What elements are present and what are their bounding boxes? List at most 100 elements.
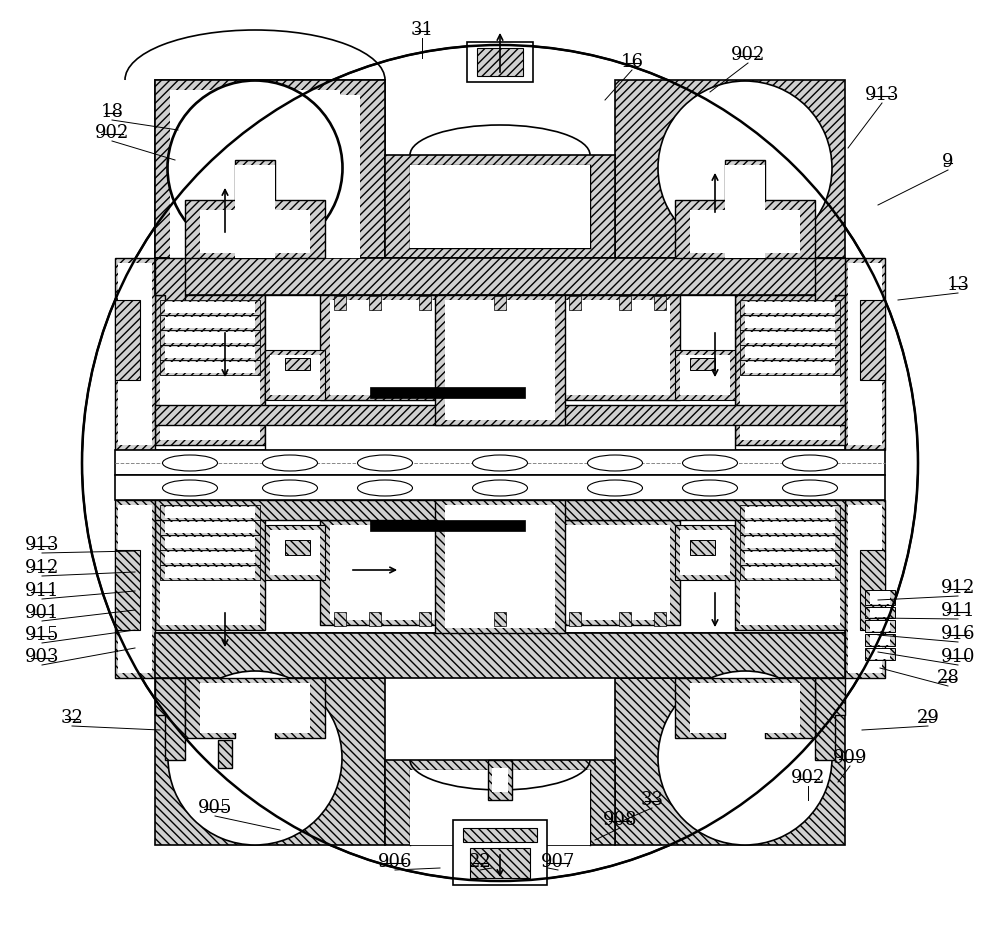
Polygon shape bbox=[745, 552, 835, 563]
Polygon shape bbox=[690, 540, 715, 555]
Polygon shape bbox=[155, 405, 845, 425]
Text: 902: 902 bbox=[95, 124, 129, 142]
Polygon shape bbox=[815, 678, 845, 760]
Ellipse shape bbox=[262, 480, 318, 496]
Polygon shape bbox=[735, 295, 845, 445]
Polygon shape bbox=[445, 300, 555, 420]
Text: 28: 28 bbox=[937, 669, 959, 687]
Polygon shape bbox=[160, 360, 260, 375]
Polygon shape bbox=[848, 263, 882, 445]
Text: 905: 905 bbox=[198, 799, 232, 817]
Text: 911: 911 bbox=[941, 602, 975, 620]
Polygon shape bbox=[865, 590, 895, 605]
Polygon shape bbox=[165, 567, 255, 578]
Polygon shape bbox=[165, 522, 255, 533]
Polygon shape bbox=[845, 258, 885, 450]
Polygon shape bbox=[160, 535, 260, 550]
Polygon shape bbox=[265, 350, 325, 400]
Polygon shape bbox=[745, 507, 835, 518]
Polygon shape bbox=[115, 450, 885, 475]
Polygon shape bbox=[160, 330, 260, 345]
Polygon shape bbox=[735, 500, 845, 630]
Polygon shape bbox=[740, 330, 840, 345]
Polygon shape bbox=[492, 768, 508, 792]
Polygon shape bbox=[155, 258, 185, 350]
Polygon shape bbox=[155, 258, 845, 295]
Polygon shape bbox=[270, 530, 320, 575]
Polygon shape bbox=[494, 612, 506, 626]
Polygon shape bbox=[160, 520, 260, 535]
Polygon shape bbox=[615, 80, 845, 258]
Ellipse shape bbox=[682, 455, 738, 471]
Polygon shape bbox=[160, 550, 260, 565]
Polygon shape bbox=[675, 678, 815, 738]
Ellipse shape bbox=[162, 480, 218, 496]
Polygon shape bbox=[745, 332, 835, 343]
Polygon shape bbox=[740, 300, 840, 440]
Text: 13: 13 bbox=[946, 276, 970, 294]
Polygon shape bbox=[745, 537, 835, 548]
Polygon shape bbox=[165, 362, 255, 373]
Polygon shape bbox=[740, 345, 840, 360]
Text: 902: 902 bbox=[791, 769, 825, 787]
Text: 910: 910 bbox=[941, 648, 975, 666]
Polygon shape bbox=[118, 505, 152, 673]
Polygon shape bbox=[369, 296, 381, 310]
Polygon shape bbox=[185, 160, 325, 258]
Polygon shape bbox=[155, 500, 845, 520]
Polygon shape bbox=[467, 42, 533, 82]
Polygon shape bbox=[115, 475, 885, 500]
Polygon shape bbox=[235, 210, 275, 258]
Text: 903: 903 bbox=[25, 648, 59, 666]
Polygon shape bbox=[619, 296, 631, 310]
Polygon shape bbox=[453, 820, 547, 885]
Polygon shape bbox=[385, 760, 615, 845]
Polygon shape bbox=[165, 332, 255, 343]
Polygon shape bbox=[870, 621, 890, 631]
Polygon shape bbox=[155, 500, 265, 630]
Polygon shape bbox=[740, 520, 840, 535]
Polygon shape bbox=[619, 612, 631, 626]
Polygon shape bbox=[740, 565, 840, 580]
Polygon shape bbox=[870, 649, 890, 659]
Polygon shape bbox=[435, 295, 565, 425]
Polygon shape bbox=[675, 160, 815, 258]
Polygon shape bbox=[745, 302, 835, 313]
Polygon shape bbox=[270, 355, 320, 395]
Polygon shape bbox=[160, 300, 260, 440]
Polygon shape bbox=[745, 567, 835, 578]
Polygon shape bbox=[740, 505, 840, 625]
Circle shape bbox=[168, 671, 342, 845]
Polygon shape bbox=[870, 591, 890, 604]
Polygon shape bbox=[435, 500, 565, 633]
Polygon shape bbox=[165, 317, 255, 328]
Polygon shape bbox=[165, 347, 255, 358]
Polygon shape bbox=[160, 300, 260, 315]
Circle shape bbox=[658, 81, 832, 255]
Polygon shape bbox=[165, 507, 255, 518]
Polygon shape bbox=[160, 565, 260, 580]
Polygon shape bbox=[860, 300, 885, 380]
Text: 16: 16 bbox=[620, 53, 644, 71]
Polygon shape bbox=[165, 537, 255, 548]
Polygon shape bbox=[740, 535, 840, 550]
Polygon shape bbox=[115, 550, 140, 630]
Polygon shape bbox=[410, 770, 590, 845]
Polygon shape bbox=[745, 362, 835, 373]
Polygon shape bbox=[860, 550, 885, 630]
Text: 915: 915 bbox=[25, 626, 59, 644]
Polygon shape bbox=[155, 633, 845, 678]
Circle shape bbox=[82, 45, 918, 881]
Polygon shape bbox=[680, 530, 730, 575]
Polygon shape bbox=[155, 678, 385, 845]
Polygon shape bbox=[385, 155, 615, 258]
Polygon shape bbox=[494, 296, 506, 310]
Polygon shape bbox=[410, 165, 590, 248]
Polygon shape bbox=[160, 315, 260, 330]
Polygon shape bbox=[155, 80, 385, 258]
Polygon shape bbox=[330, 525, 670, 620]
Polygon shape bbox=[865, 620, 895, 632]
Polygon shape bbox=[690, 165, 800, 253]
Polygon shape bbox=[675, 525, 735, 580]
Polygon shape bbox=[320, 520, 680, 625]
